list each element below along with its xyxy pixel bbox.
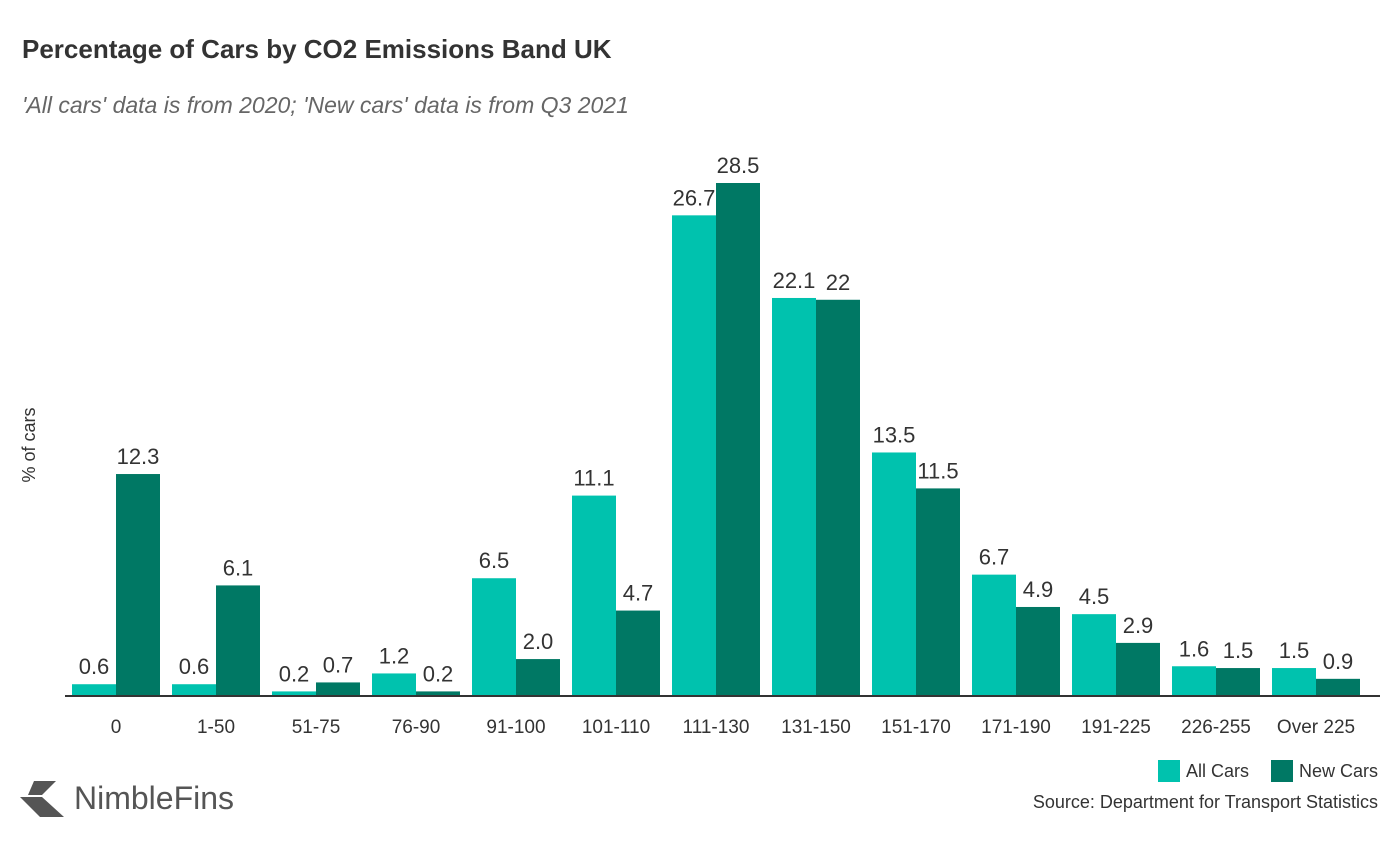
bar-all-cars	[1072, 614, 1116, 695]
data-label: 4.5	[1079, 584, 1110, 609]
bar-all-cars	[1272, 668, 1316, 695]
bar-all-cars	[672, 215, 716, 695]
bar-all-cars	[272, 691, 316, 695]
data-label: 2.0	[523, 629, 554, 654]
x-tick-label: 76-90	[392, 717, 441, 738]
bar-all-cars	[972, 574, 1016, 695]
x-tick-label: 111-130	[683, 717, 750, 738]
data-label: 11.5	[917, 458, 958, 483]
bar-new-cars	[216, 585, 260, 695]
legend-label-all-cars: All Cars	[1185, 760, 1249, 781]
data-label: 0.6	[179, 654, 210, 679]
data-label: 0.6	[79, 654, 110, 679]
bar-new-cars	[316, 682, 360, 695]
legend: All Cars New Cars	[1157, 760, 1378, 782]
chart-subtitle: 'All cars' data is from 2020; 'New cars'…	[22, 92, 629, 118]
data-label: 1.6	[1179, 636, 1210, 661]
x-tick-label: 131-150	[781, 717, 851, 738]
data-label: 6.7	[979, 545, 1010, 570]
data-label: 1.5	[1279, 638, 1310, 663]
data-label: 2.9	[1123, 613, 1154, 638]
data-label: 11.1	[573, 466, 614, 491]
data-label: 0.2	[279, 661, 310, 686]
data-label: 22	[826, 270, 850, 295]
legend-label-new-cars: New Cars	[1298, 760, 1378, 781]
bar-all-cars	[72, 684, 116, 695]
x-tick-label: Over 225	[1277, 717, 1355, 738]
y-axis-label: % of cars	[19, 407, 39, 482]
bar-new-cars	[816, 299, 860, 695]
bar-new-cars	[616, 610, 660, 695]
data-label: 6.1	[223, 555, 254, 580]
legend-swatch-new-cars	[1270, 760, 1293, 782]
data-label: 0.7	[323, 652, 354, 677]
bar-new-cars	[516, 659, 560, 695]
bar-all-cars	[372, 673, 416, 695]
bar-all-cars	[1172, 666, 1216, 695]
bar-all-cars	[872, 452, 916, 695]
bar-new-cars	[1316, 678, 1360, 695]
x-tick-label: 1-50	[197, 717, 235, 738]
source-note: Source: Department for Transport Statist…	[1032, 792, 1378, 812]
data-label: 4.9	[1023, 577, 1054, 602]
bar-new-cars	[416, 691, 460, 695]
bar-new-cars	[1216, 668, 1260, 695]
data-label: 12.3	[117, 444, 160, 469]
data-label: 1.2	[379, 643, 410, 668]
x-tick-label: 51-75	[292, 717, 341, 738]
chart-title: Percentage of Cars by CO2 Emissions Band…	[22, 34, 612, 64]
bar-new-cars	[1016, 606, 1060, 695]
bar-all-cars	[472, 578, 516, 695]
data-label: 1.5	[1223, 638, 1254, 663]
bar-chart: % of cars 0.6 12.3 0 0.6 6.1 1-50 0.2 0.7 51-75 1…	[19, 153, 1380, 738]
legend-swatch-all-cars	[1157, 760, 1180, 782]
x-tick-label: 91-100	[486, 717, 545, 738]
data-label: 13.5	[873, 422, 916, 447]
bar-all-cars	[572, 495, 616, 695]
x-tick-label: 191-225	[1081, 717, 1151, 738]
x-tick-label: 101-110	[582, 717, 650, 738]
bar-all-cars	[772, 297, 816, 695]
x-tick-label: 0	[111, 717, 122, 738]
data-label: 0.9	[1323, 649, 1354, 674]
x-tick-label: 171-190	[981, 717, 1051, 738]
data-label: 22.1	[773, 268, 816, 293]
bar-all-cars	[172, 684, 216, 695]
logo-text: NimbleFins	[74, 780, 235, 816]
data-label: 4.7	[623, 581, 654, 606]
bar-new-cars	[916, 488, 960, 695]
bar-new-cars	[116, 474, 160, 695]
nimblefins-logo: NimbleFins	[20, 780, 234, 817]
x-tick-label: 226-255	[1181, 717, 1251, 738]
bar-new-cars	[1116, 642, 1160, 695]
logo-arrow-icon	[20, 780, 64, 817]
data-label: 28.5	[717, 153, 760, 178]
data-label: 0.2	[423, 661, 454, 686]
data-label: 6.5	[479, 548, 510, 573]
x-tick-label: 151-170	[881, 717, 951, 738]
data-label: 26.7	[673, 185, 716, 210]
bar-new-cars	[716, 183, 760, 695]
